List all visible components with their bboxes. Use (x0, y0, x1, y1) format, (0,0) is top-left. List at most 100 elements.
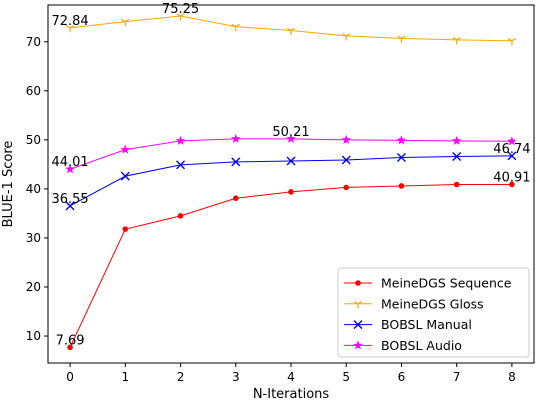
data-label: 72.84 (51, 14, 88, 29)
series-line (69, 155, 512, 207)
data-point (286, 133, 296, 143)
legend: MeineDGS Sequence MeineDGS Gloss BOBSL Man… (337, 267, 530, 358)
y-axis-label: BLUE-1 Score (1, 141, 16, 228)
data-point (67, 344, 73, 351)
series-meinedgs-sequence (67, 181, 515, 351)
marker-stroke (507, 151, 517, 161)
data-point (231, 23, 240, 32)
data-label: 46.74 (493, 142, 530, 157)
marker-stroke (180, 13, 185, 17)
x-axis-label: N-Iterations (253, 387, 330, 402)
data-point (176, 13, 185, 21)
data-point (341, 155, 351, 165)
y-tick-label: 20 (26, 280, 41, 294)
marker-stroke (353, 301, 359, 305)
annotations: 72.84 75.25 50.21 44.01 36.55 46.74 40.91 7.69 (51, 2, 530, 348)
marker-stroke (121, 18, 126, 23)
data-point (121, 18, 130, 27)
legend-marker (353, 320, 363, 330)
data-point (507, 38, 517, 46)
data-point (453, 181, 460, 188)
data-point (231, 133, 241, 143)
data-point (286, 156, 296, 166)
data-point (507, 151, 517, 161)
series-group (65, 13, 517, 351)
legend-label: BOBSL Audio (381, 338, 462, 353)
series-bobsl-audio (65, 133, 517, 174)
data-point (343, 184, 350, 191)
legend-label: MeineDGS Gloss (381, 296, 484, 311)
series-bobsl-manual (65, 151, 517, 211)
data-label: 36.55 (51, 192, 88, 207)
marker-stroke (452, 152, 462, 162)
x-tick-label: 3 (232, 370, 240, 384)
marker-stroke (401, 35, 406, 39)
marker-stroke (231, 23, 237, 28)
y-tick-label: 60 (26, 84, 41, 98)
marker-stroke (120, 171, 130, 181)
data-point (65, 25, 75, 33)
marker-stroke (507, 38, 513, 42)
y-tick-label: 10 (26, 329, 41, 343)
marker-stroke (235, 23, 240, 28)
data-point (120, 171, 130, 181)
data-point (120, 144, 131, 154)
x-axis: 0 1 2 3 4 5 6 7 8 (66, 363, 516, 384)
series-meinedgs-gloss (65, 13, 517, 46)
marker-stroke (286, 27, 292, 32)
marker-stroke (396, 153, 406, 163)
data-point (342, 33, 351, 41)
marker-stroke (231, 157, 241, 167)
y-axis: 10 20 30 40 50 60 70 (26, 35, 48, 343)
data-label: 75.25 (162, 2, 199, 17)
data-point (286, 27, 296, 36)
marker-stroke (176, 160, 186, 170)
marker-stroke (342, 33, 347, 37)
data-point (398, 183, 405, 189)
data-point (507, 136, 517, 146)
y-tick-label: 70 (26, 35, 41, 49)
marker-stroke (357, 301, 363, 305)
data-point (396, 135, 407, 145)
legend-entry: MeineDGS Gloss (344, 296, 484, 311)
x-tick-label: 4 (287, 370, 295, 384)
marker-stroke (65, 25, 71, 29)
data-point (288, 189, 294, 195)
data-label: 50.21 (272, 125, 309, 140)
data-point (175, 135, 186, 145)
legend-marker (355, 280, 361, 286)
x-tick-label: 7 (453, 370, 461, 384)
data-point (451, 135, 462, 145)
marker-stroke (176, 13, 181, 17)
marker-stroke (341, 155, 351, 165)
data-point (397, 35, 406, 43)
legend-box (337, 267, 530, 358)
legend-marker (353, 340, 363, 350)
data-point (65, 201, 75, 211)
legend-label: BOBSL Manual (381, 317, 472, 332)
legend-entry: BOBSL Manual (344, 317, 472, 332)
data-label: 44.01 (51, 155, 88, 170)
data-point (509, 181, 515, 188)
data-point (65, 164, 75, 174)
data-point (452, 152, 462, 162)
marker-stroke (125, 18, 130, 23)
x-tick-label: 2 (177, 370, 185, 384)
marker-stroke (353, 320, 363, 330)
data-point (122, 226, 129, 232)
series-line (69, 138, 512, 170)
marker-stroke (397, 35, 402, 39)
y-tick-label: 30 (26, 231, 41, 245)
data-point (396, 153, 406, 163)
marker-stroke (345, 33, 351, 37)
marker-stroke (65, 201, 75, 211)
data-point (341, 134, 351, 144)
marker-stroke (69, 25, 75, 29)
marker-stroke (290, 27, 296, 32)
x-tick-label: 8 (508, 370, 516, 384)
data-point (176, 160, 186, 170)
y-tick-label: 40 (26, 182, 41, 196)
data-point (232, 195, 239, 202)
marker-stroke (456, 37, 461, 41)
series-line (70, 15, 512, 42)
